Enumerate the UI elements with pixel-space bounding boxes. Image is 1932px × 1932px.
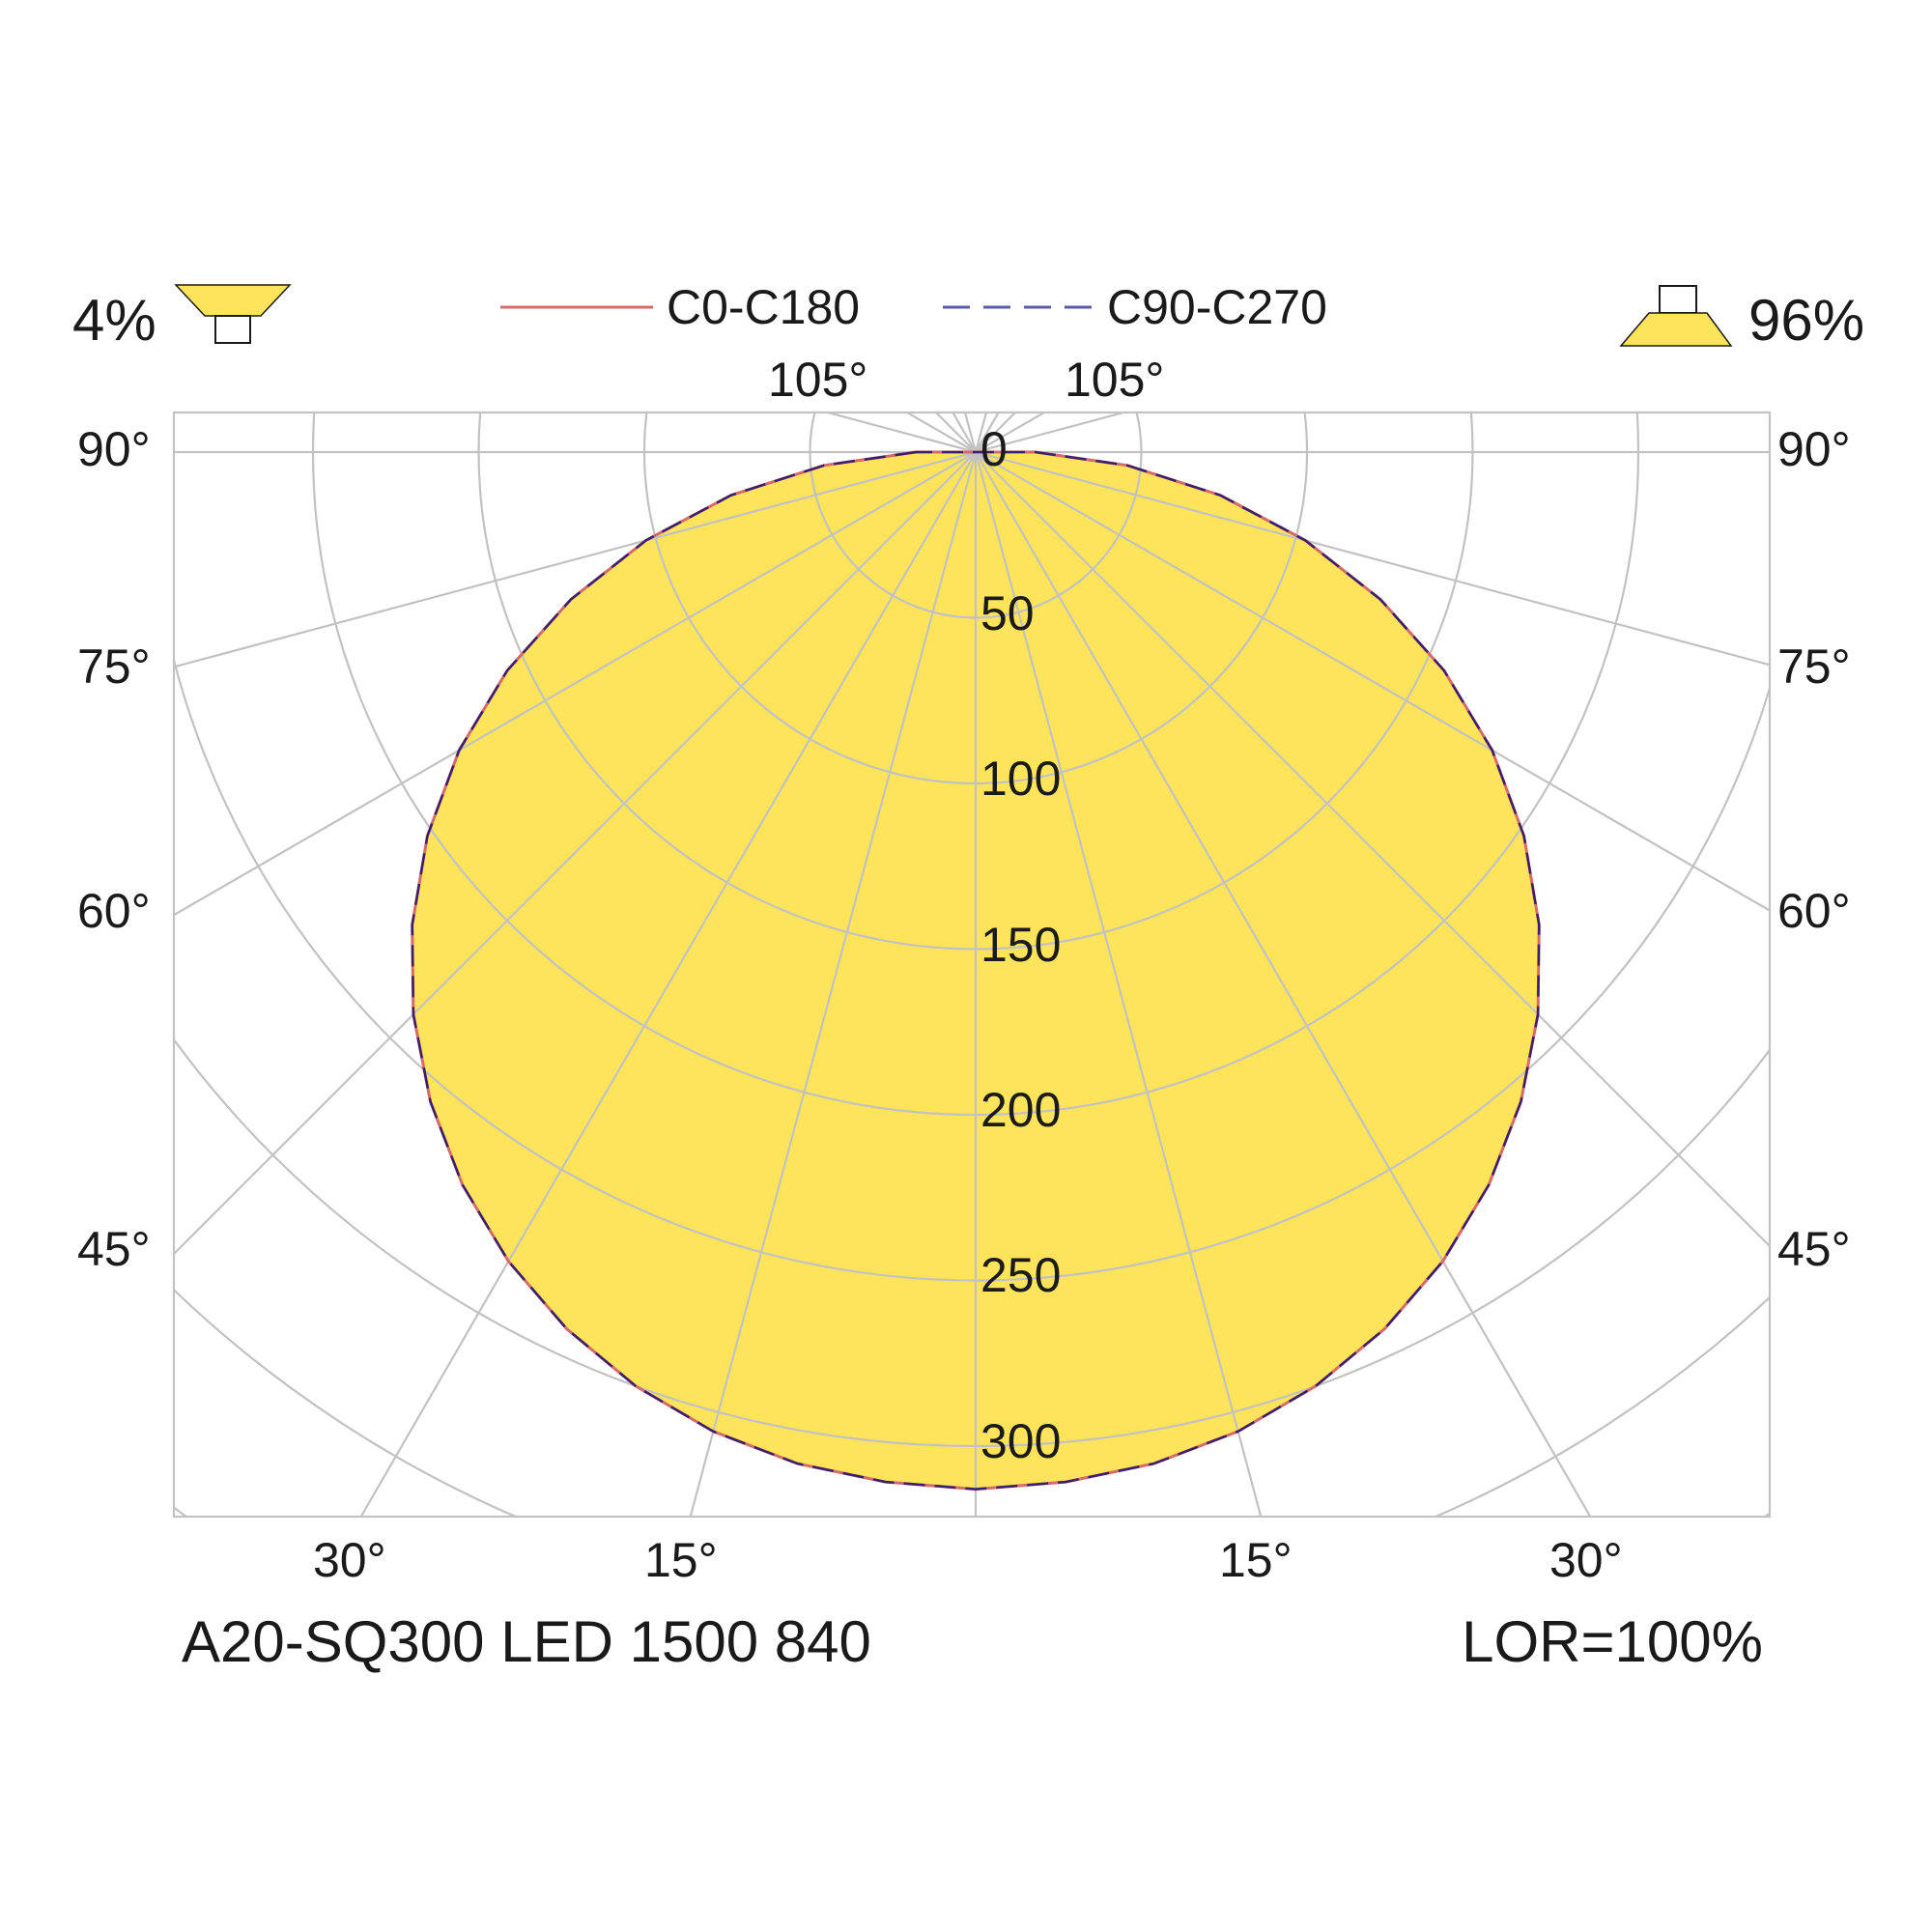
radial-tick-100: 100 (980, 752, 1061, 806)
angle-right-75: 75° (1777, 639, 1851, 694)
grid-spoke--15 (689, 451, 978, 1517)
upward-ratio-label: 4% (72, 288, 156, 353)
radial-tick-150: 150 (980, 918, 1061, 972)
legend: C0-C180 C90-C270 (500, 280, 1327, 334)
series-c0-c180-line (411, 450, 1541, 1492)
grid-spoke-75 (975, 450, 1770, 667)
radial-tick-200: 200 (980, 1083, 1061, 1137)
grid-spoke--45 (174, 451, 977, 1256)
downward-ratio-label: 96% (1748, 288, 1864, 353)
angle-top-right-105: 105° (1065, 353, 1164, 407)
grid-spoke--30 (359, 451, 977, 1517)
angle-bottom-left-30: 30° (313, 1533, 386, 1587)
angle-bottom-right-15: 15° (1219, 1533, 1293, 1587)
angle-tick-labels: 105° 105° 90° 75° 60° 45° 90° 75° 60° 45… (77, 353, 1851, 1587)
angle-left-90: 90° (77, 422, 151, 476)
grid-spoke--60 (174, 451, 977, 917)
product-name: A20-SQ300 LED 1500 840 (182, 1609, 871, 1674)
grid-spoke-30 (975, 451, 1592, 1517)
angle-bottom-right-30: 30° (1549, 1533, 1623, 1587)
angle-left-60: 60° (77, 884, 151, 938)
lor-label: LOR=100% (1462, 1609, 1763, 1674)
angle-right-45: 45° (1777, 1222, 1851, 1276)
legend-c0-c180-label: C0-C180 (667, 280, 860, 334)
radial-tick-300: 300 (980, 1414, 1061, 1468)
grid-spoke-15 (974, 451, 1263, 1517)
grid-spoke-60 (975, 451, 1770, 912)
radial-tick-250: 250 (980, 1248, 1061, 1302)
angle-left-75: 75° (77, 639, 151, 694)
grid-spoke-45 (975, 451, 1770, 1248)
radial-tick-0: 0 (980, 422, 1008, 476)
legend-c90-c270-label: C90-C270 (1107, 280, 1327, 334)
radial-tick-labels: 0 50 100 150 200 250 300 (980, 422, 1061, 1468)
grid-spoke--75 (174, 450, 977, 668)
angle-right-60: 60° (1777, 884, 1851, 938)
downward-light-icon (1619, 285, 1733, 347)
plot-frame (172, 411, 1772, 1519)
angle-top-left-105: 105° (768, 353, 867, 407)
upward-light-icon (174, 284, 292, 344)
radial-tick-50: 50 (980, 586, 1035, 640)
angle-right-90: 90° (1777, 422, 1851, 476)
angle-left-45: 45° (77, 1222, 151, 1276)
angle-bottom-left-15: 15° (644, 1533, 718, 1587)
grid-spoke-165 (974, 412, 988, 453)
